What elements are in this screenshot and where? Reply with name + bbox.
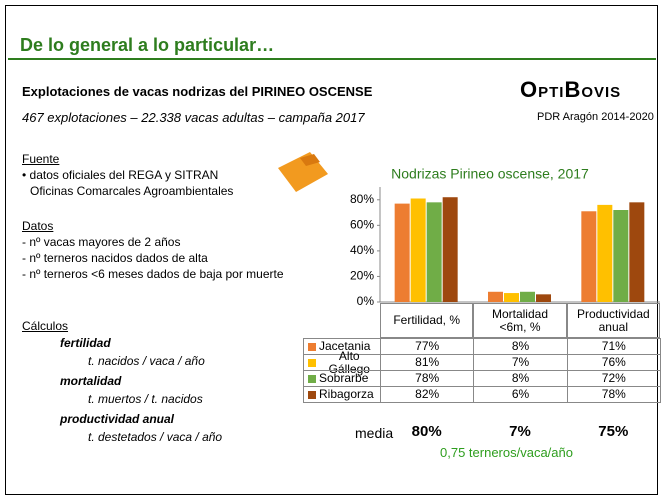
legend-cell: Ribagorza [303,386,381,403]
calc-formula: t. nacidos / vaca / año [88,354,205,368]
legend-swatch [308,343,316,351]
y-tick-label: 80% [350,192,374,206]
legend-cell: Sobrarbe [303,370,381,387]
legend-label: Ribagorza [319,388,374,401]
value-label: 77% [380,338,474,355]
section-item: - nº vacas mayores de 2 años [22,235,180,249]
section-heading: Cálculos [22,319,68,333]
calc-name: mortalidad [60,374,121,388]
y-tick-label: 20% [350,269,374,283]
bar [613,210,628,302]
bar [395,204,410,302]
value-label: 8% [473,370,567,387]
section-heading: Fuente [22,152,59,166]
bar [581,211,596,302]
bar [520,292,535,302]
mean-value: 7% [473,423,566,440]
y-tick-label: 40% [350,243,374,257]
section-item: • datos oficiales del REGA y SITRAN [22,168,218,182]
value-label: 82% [380,386,474,403]
legend-cell: Alto Gállego [303,354,381,371]
chart-title: Nodrizas Pirineo oscense, 2017 [391,166,589,182]
value-label: 7% [473,354,567,371]
category-label: Productividad anual [567,303,660,338]
legend-swatch [308,359,316,367]
value-label: 76% [567,354,661,371]
section-heading: Datos [22,219,53,233]
bar [411,199,426,303]
value-label: 8% [473,338,567,355]
y-tick-label: 60% [350,218,374,232]
bar [443,197,458,302]
value-label: 78% [567,386,661,403]
calc-name: productividad anual [60,412,174,426]
calc-formula: t. destetados / vaca / año [88,430,222,444]
value-label: 81% [380,354,474,371]
category-label: Mortalidad <6m, % [473,303,566,338]
section-item: - nº terneros nacidos dados de alta [22,251,208,265]
calc-formula: t. muertos / t. nacidos [88,392,203,406]
note: 0,75 terneros/vaca/año [440,445,573,460]
legend-swatch [308,375,316,383]
value-label: 78% [380,370,474,387]
bar [427,202,442,302]
mean-value: 80% [380,423,473,440]
section-item: Oficinas Comarcales Agroambientales [30,184,233,198]
legend-swatch [308,391,316,399]
bar [629,202,644,302]
bar [536,294,551,302]
bar [597,205,612,302]
bar [488,292,503,302]
value-label: 71% [567,338,661,355]
page: De lo general a lo particular… Explotaci… [0,0,664,488]
value-label: 6% [473,386,567,403]
value-label: 72% [567,370,661,387]
bar [504,293,519,302]
y-tick-label: 0% [357,294,375,308]
calc-name: fertilidad [60,336,111,350]
mean-value: 75% [567,423,660,440]
section-item: - nº terneros <6 meses dados de baja por… [22,267,284,281]
category-label: Fertilidad, % [380,303,473,338]
legend-label: Sobrarbe [319,372,368,385]
